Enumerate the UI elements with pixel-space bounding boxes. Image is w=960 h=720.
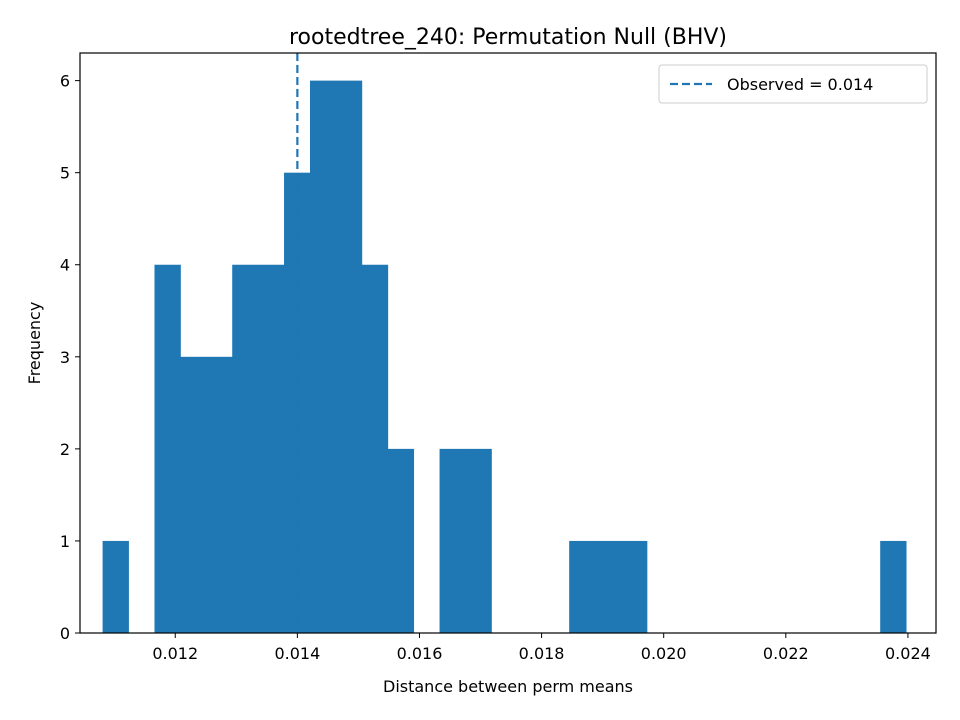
histogram-bar (595, 540, 622, 633)
histogram-bar (206, 356, 233, 633)
histogram-bar (258, 264, 285, 633)
y-tick-label: 4 (60, 256, 70, 275)
histogram-bar (361, 264, 389, 633)
x-tick-label: 0.018 (519, 644, 565, 663)
histogram-bar (621, 540, 648, 633)
y-tick-label: 1 (60, 532, 70, 551)
y-axis-label: Frequency (25, 302, 44, 385)
x-tick-label: 0.024 (885, 644, 931, 663)
x-tick-label: 0.020 (641, 644, 687, 663)
x-tick-label: 0.016 (397, 644, 443, 663)
x-axis-label: Distance between perm means (383, 677, 633, 696)
histogram-bar (310, 80, 337, 634)
chart-title: rootedtree_240: Permutation Null (BHV) (289, 25, 727, 50)
histogram-bar (387, 448, 415, 633)
x-tick-label: 0.022 (763, 644, 809, 663)
histogram-bar (180, 356, 207, 633)
histogram-bar (102, 540, 129, 633)
histogram-bar (439, 448, 466, 633)
legend-observed-label: Observed = 0.014 (727, 75, 873, 94)
y-tick-label: 6 (60, 72, 70, 91)
x-tick-label: 0.014 (274, 644, 320, 663)
histogram-bar (569, 540, 596, 633)
bars-group (102, 80, 907, 634)
y-tick-label: 5 (60, 164, 70, 183)
x-axis-ticks: 0.012 0.014 0.016 0.018 0.020 0.022 0.024 (152, 633, 931, 663)
plot-frame (79, 52, 937, 634)
histogram-bar (465, 448, 492, 633)
y-tick-label: 3 (60, 348, 70, 367)
y-tick-label: 0 (60, 624, 70, 643)
histogram-bar (232, 264, 259, 633)
y-axis-ticks: 0 1 2 3 4 5 6 (60, 72, 80, 643)
y-tick-label: 2 (60, 440, 70, 459)
histogram-bar (880, 540, 907, 633)
histogram-bar (335, 80, 363, 634)
legend-box (658, 64, 928, 104)
histogram-bar (154, 264, 181, 633)
legend: Observed = 0.014 (658, 64, 928, 104)
x-tick-label: 0.012 (152, 644, 198, 663)
